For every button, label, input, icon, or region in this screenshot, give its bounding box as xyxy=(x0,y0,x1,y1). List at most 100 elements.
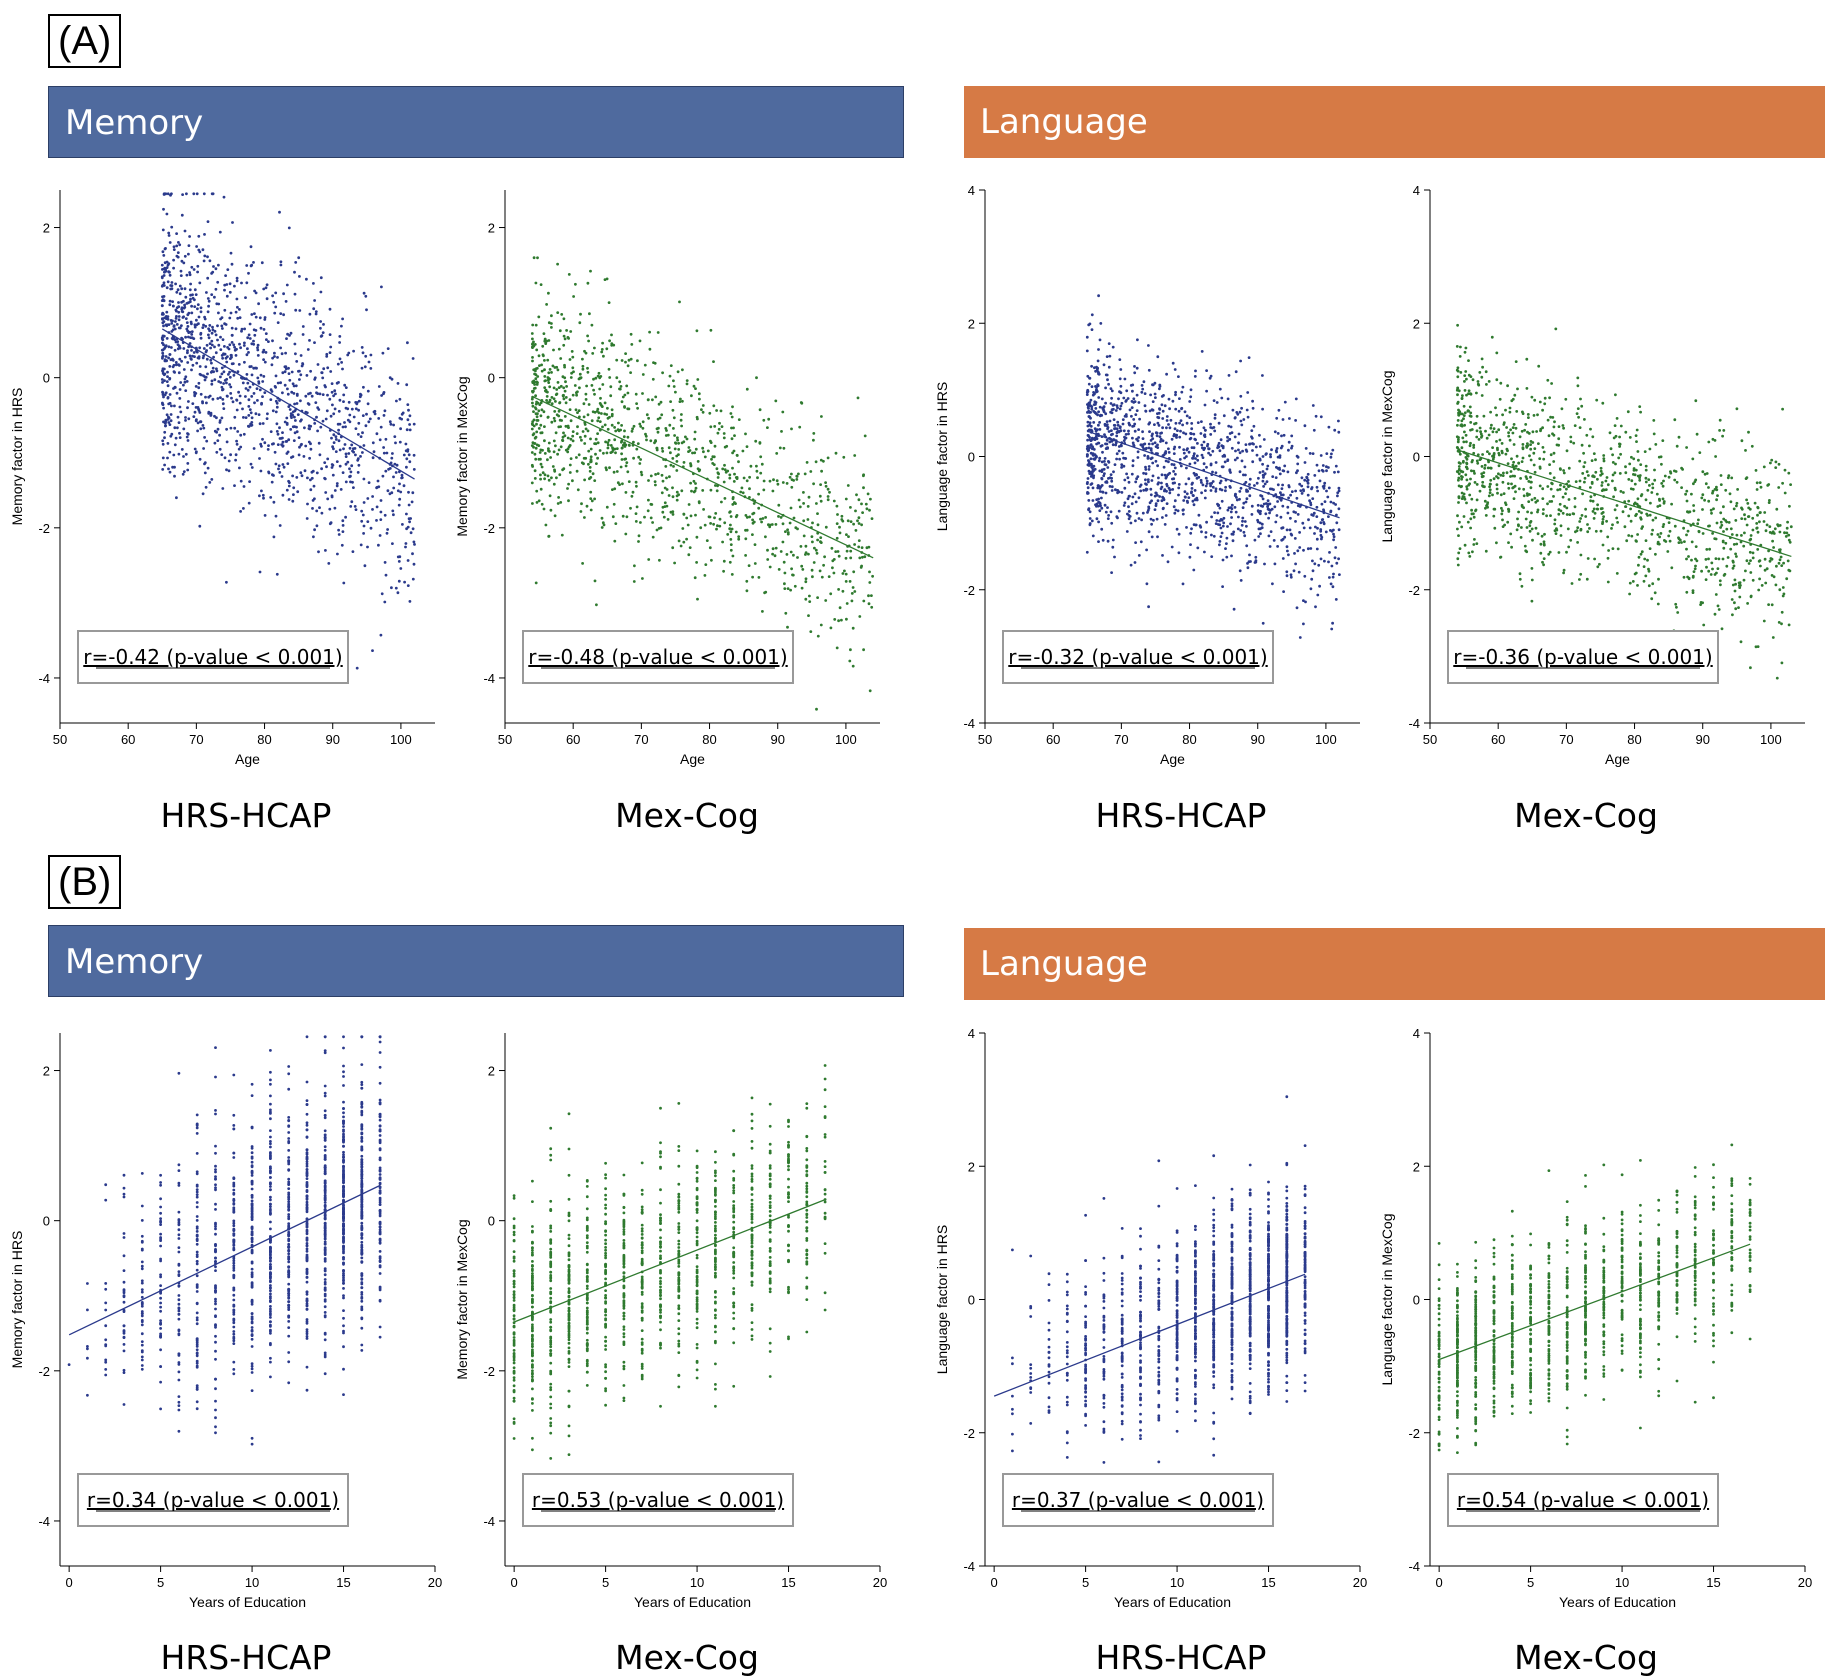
data-point xyxy=(716,471,720,475)
data-point xyxy=(583,478,586,482)
data-point xyxy=(748,487,751,491)
data-point xyxy=(752,520,756,524)
data-point xyxy=(1243,534,1247,538)
data-point xyxy=(594,376,598,380)
data-point xyxy=(806,505,810,508)
data-point xyxy=(759,517,762,521)
data-point xyxy=(1086,438,1089,442)
data-point xyxy=(317,550,320,554)
data-point xyxy=(1097,497,1100,501)
data-point xyxy=(1653,478,1657,482)
data-point xyxy=(166,317,170,321)
data-point xyxy=(583,434,587,438)
data-point xyxy=(352,486,355,489)
data-point xyxy=(552,450,556,454)
data-point xyxy=(1273,505,1277,509)
data-point xyxy=(679,544,683,548)
data-point xyxy=(1329,509,1333,513)
data-point xyxy=(764,535,767,539)
x-tick-label: 70 xyxy=(634,732,648,747)
data-point xyxy=(1550,500,1554,503)
data-point xyxy=(1574,480,1578,483)
data-point xyxy=(1542,457,1546,461)
data-point xyxy=(379,499,383,502)
data-point xyxy=(1121,422,1125,426)
data-point xyxy=(600,404,604,408)
data-point xyxy=(1535,430,1538,433)
data-point xyxy=(369,353,373,357)
data-point xyxy=(1470,508,1473,512)
data-point xyxy=(745,516,749,519)
data-point xyxy=(405,383,409,387)
data-point xyxy=(798,505,802,509)
data-point xyxy=(534,394,537,398)
data-point xyxy=(264,332,268,335)
data-point xyxy=(1145,446,1148,450)
data-point xyxy=(716,524,719,528)
data-point xyxy=(170,322,174,325)
data-point xyxy=(1732,507,1736,511)
data-point xyxy=(1266,464,1270,468)
data-point xyxy=(1285,570,1289,574)
data-point xyxy=(715,489,719,493)
data-point xyxy=(267,340,270,343)
data-point xyxy=(1335,561,1339,565)
data-point xyxy=(167,234,171,237)
data-point xyxy=(406,341,409,345)
data-point xyxy=(1547,434,1551,438)
data-point xyxy=(326,497,330,501)
data-point xyxy=(347,452,351,455)
data-point xyxy=(205,343,209,347)
data-point xyxy=(177,421,181,424)
data-point xyxy=(1328,576,1331,579)
data-point xyxy=(1748,550,1752,554)
data-point xyxy=(657,402,661,406)
data-point xyxy=(547,291,550,295)
data-point xyxy=(1091,499,1095,502)
data-point xyxy=(1185,499,1189,503)
data-point xyxy=(192,268,196,271)
data-point xyxy=(678,300,681,304)
data-point xyxy=(1319,521,1323,525)
data-point xyxy=(1601,517,1605,521)
data-point xyxy=(862,486,865,490)
data-point xyxy=(1144,488,1148,492)
data-point xyxy=(561,394,565,397)
data-point xyxy=(263,318,267,321)
data-point xyxy=(335,460,339,463)
data-point xyxy=(629,332,633,336)
data-point xyxy=(215,367,218,371)
data-point xyxy=(1692,509,1696,513)
data-point xyxy=(203,462,206,466)
data-point xyxy=(319,290,323,294)
data-point xyxy=(1488,452,1491,456)
data-point xyxy=(205,401,208,405)
data-point xyxy=(1105,438,1109,442)
data-point xyxy=(224,323,228,326)
data-point xyxy=(618,387,622,391)
data-point xyxy=(183,229,187,233)
data-point xyxy=(789,550,793,554)
data-point xyxy=(755,376,758,380)
data-point xyxy=(1095,386,1098,389)
data-point xyxy=(1112,423,1116,427)
data-point xyxy=(249,411,253,415)
data-point xyxy=(1125,472,1128,476)
data-point xyxy=(1332,501,1335,505)
data-point xyxy=(1224,485,1227,489)
data-point xyxy=(259,442,263,446)
data-point xyxy=(844,497,848,501)
data-point xyxy=(857,522,861,525)
data-point xyxy=(1147,468,1151,471)
data-point xyxy=(779,516,783,519)
data-point xyxy=(626,407,630,411)
x-tick-label: 90 xyxy=(325,732,339,747)
data-point xyxy=(246,381,250,385)
data-point xyxy=(1579,553,1583,557)
data-point xyxy=(1100,527,1104,531)
data-point xyxy=(1191,499,1195,503)
data-point xyxy=(1778,558,1782,562)
data-point xyxy=(406,525,410,529)
data-point xyxy=(1695,432,1699,436)
data-point xyxy=(269,430,273,433)
